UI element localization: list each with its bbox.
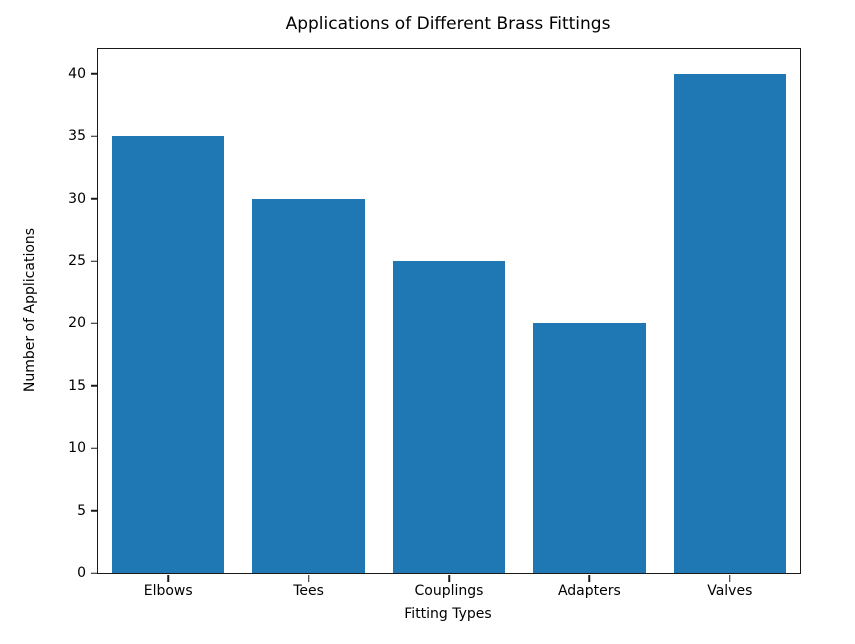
x-tick-mark bbox=[307, 574, 310, 582]
y-tick-mark bbox=[91, 197, 97, 200]
x-tick-mark bbox=[167, 574, 169, 582]
y-tick-mark bbox=[91, 447, 97, 449]
y-tick-label: 5 bbox=[77, 502, 86, 519]
y-axis-label: Number of Applications bbox=[22, 227, 38, 393]
y-tick-label: 20 bbox=[68, 315, 86, 332]
y-tick-label: 15 bbox=[68, 377, 86, 394]
chart-title: Applications of Different Brass Fittings bbox=[285, 14, 611, 34]
y-tick-label: 0 bbox=[77, 565, 86, 581]
x-tick-label-tees: Tees bbox=[293, 583, 324, 599]
y-tick-mark bbox=[91, 260, 97, 262]
x-tick-label-adapters: Adapters bbox=[557, 583, 621, 599]
plot-area: 0 5 10 15 20 25 30 35 40 Elbows Tees Couplings Adapt… bbox=[68, 48, 801, 599]
y-tick-label: 40 bbox=[68, 65, 86, 82]
bar-adapters bbox=[533, 323, 646, 573]
x-tick-label-valves: Valves bbox=[707, 583, 753, 599]
y-tick-mark bbox=[91, 509, 97, 512]
x-tick-mark bbox=[588, 574, 591, 582]
y-tick-mark bbox=[91, 135, 97, 138]
y-tick-label: 35 bbox=[68, 128, 86, 145]
y-tick-label: 30 bbox=[68, 190, 86, 207]
x-tick-mark bbox=[729, 574, 731, 582]
x-tick-label-couplings: Couplings bbox=[414, 583, 484, 599]
bar-elbows bbox=[112, 136, 225, 573]
y-tick-mark bbox=[91, 572, 97, 574]
bar-couplings bbox=[392, 261, 506, 573]
x-tick-mark bbox=[448, 574, 450, 582]
y-tick-label: 10 bbox=[68, 440, 86, 457]
x-axis-label: Fitting Types bbox=[404, 606, 492, 622]
bar-valves bbox=[673, 73, 786, 573]
y-tick-mark bbox=[91, 322, 97, 325]
x-tick-label-elbows: Elbows bbox=[143, 583, 193, 599]
y-tick-label: 25 bbox=[68, 253, 86, 270]
y-tick-mark bbox=[91, 385, 97, 387]
bar-tees bbox=[252, 198, 365, 573]
y-tick-mark bbox=[91, 73, 97, 75]
